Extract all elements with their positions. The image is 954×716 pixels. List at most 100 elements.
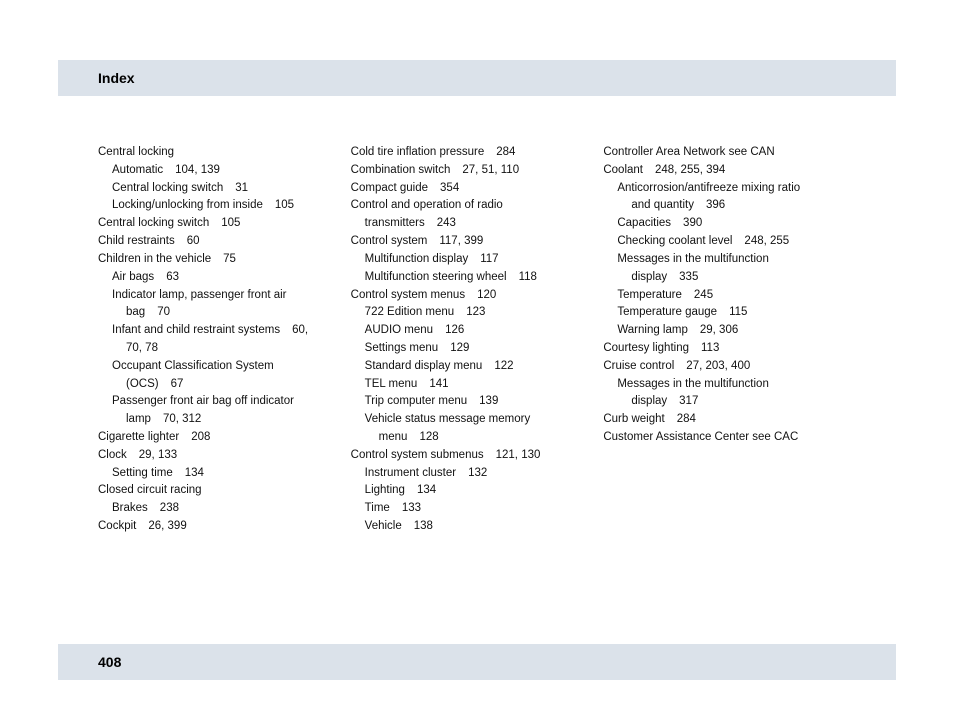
index-term: bag [126,306,145,318]
index-term: Customer Assistance Center see CAC [603,431,798,443]
index-pages: 117, 399 [439,235,483,247]
index-entry: Infant and child restraint systems60, [98,322,351,340]
index-pages: 132 [468,467,487,479]
header-title: Index [98,70,856,86]
index-term: transmitters [365,217,425,229]
index-term: Children in the vehicle [98,253,211,265]
index-term: Occupant Classification System [112,360,274,372]
index-term: Messages in the multifunction [617,378,769,390]
index-term: TEL menu [365,378,418,390]
index-entry: Closed circuit racing [98,482,351,500]
index-pages: 284 [496,146,515,158]
index-pages: 248, 255, 394 [655,164,725,176]
index-term: Multifunction steering wheel [365,271,507,283]
index-pages: 128 [419,431,438,443]
index-pages: 105 [221,217,240,229]
index-pages: 139 [479,395,498,407]
index-term: lamp [126,413,151,425]
index-entry: Air bags 63 [98,269,351,287]
index-term: Passenger front air bag off indicator [112,395,294,407]
index-pages: 134 [417,484,436,496]
index-pages: 248, 255 [744,235,789,247]
index-pages: 60 [187,235,200,247]
index-pages: 31 [235,182,248,194]
index-entry: Control system117, 399 [351,233,604,251]
index-entry: Anticorrosion/antifreeze mixing ratio [603,180,856,198]
index-pages: 60, [292,324,308,336]
index-pages: 118 [519,271,537,283]
index-entry: Messages in the multifunction [603,376,856,394]
index-term: Time [365,502,390,514]
index-column-1: Central lockingAutomatic104, 139Central … [98,144,351,536]
index-term: Multifunction display [365,253,469,265]
index-term: Standard display menu [365,360,483,372]
index-pages: 284 [677,413,696,425]
index-term: Closed circuit racing [98,484,202,496]
index-entry: transmitters 243 [351,215,604,233]
index-term: Central locking switch [98,217,209,229]
index-entry: and quantity396 [603,197,856,215]
footer-bar: 408 [58,644,896,680]
index-entry: bag70 [98,304,351,322]
index-term: Air bags [112,271,154,283]
index-entry: lamp70, 312 [98,411,351,429]
index-entry: Occupant Classification System [98,358,351,376]
index-entry: Courtesy lighting113 [603,340,856,358]
index-entry: Controller Area Network see CAN [603,144,856,162]
index-pages: 117 [480,253,498,265]
index-entry: (OCS)67 [98,376,351,394]
index-term: Brakes [112,502,148,514]
index-entry: Clock29, 133 [98,447,351,465]
index-term: Controller Area Network see CAN [603,146,774,158]
index-entry: Multifunction display 117 [351,251,604,269]
index-term: Compact guide [351,182,428,194]
index-entry: 722 Edition menu123 [351,304,604,322]
index-term: Cockpit [98,520,136,532]
index-term: Cold tire inflation pressure [351,146,485,158]
index-pages: 63 [166,271,179,283]
index-term: Locking/unlocking from inside [112,199,263,211]
index-term: Anticorrosion/antifreeze mixing ratio [617,182,800,194]
index-term: Lighting [365,484,405,496]
index-pages: 335 [679,271,698,283]
index-entry: Cigarette lighter208 [98,429,351,447]
index-term: Temperature gauge [617,306,717,318]
index-entry: Warning lamp29, 306 [603,322,856,340]
index-term: Checking coolant level [617,235,732,247]
index-term: Messages in the multifunction [617,253,769,265]
index-term: Central locking switch [112,182,223,194]
index-entry: Control and operation of radio [351,197,604,215]
index-entry: Central locking switch 105 [98,215,351,233]
index-entry: Compact guide354 [351,180,604,198]
index-pages: 390 [683,217,702,229]
index-term: Capacities [617,217,671,229]
index-term: Control and operation of radio [351,199,503,211]
index-term: Coolant [603,164,643,176]
index-pages: 122 [494,360,513,372]
index-pages: 138 [414,520,433,532]
index-term: Cigarette lighter [98,431,179,443]
index-entry: display317 [603,393,856,411]
index-pages: 29, 306 [700,324,738,336]
index-term: Clock [98,449,127,461]
index-pages: 141 [429,378,448,390]
index-term: Child restraints [98,235,175,247]
index-entry: Combination switch27, 51, 110 [351,162,604,180]
index-pages: 104, 139 [175,164,220,176]
index-pages: 115 [729,306,747,318]
index-column-3: Controller Area Network see CAN Coolant 24… [603,144,856,536]
index-pages: 243 [437,217,456,229]
index-term: Settings menu [365,342,439,354]
index-entry: Lighting 134 [351,482,604,500]
index-entry: Temperature245 [603,287,856,305]
index-term: Instrument cluster [365,467,456,479]
index-entry: Checking coolant level 248, 255 [603,233,856,251]
index-entry: Instrument cluster 132 [351,465,604,483]
index-term: Curb weight [603,413,664,425]
page-number: 408 [98,654,856,670]
index-entry: Time133 [351,500,604,518]
index-term: display [631,395,667,407]
index-term: Cruise control [603,360,674,372]
index-entry: Customer Assistance Center see CAC [603,429,856,447]
index-column-2: Cold tire inflation pressure 284 Combinati… [351,144,604,536]
